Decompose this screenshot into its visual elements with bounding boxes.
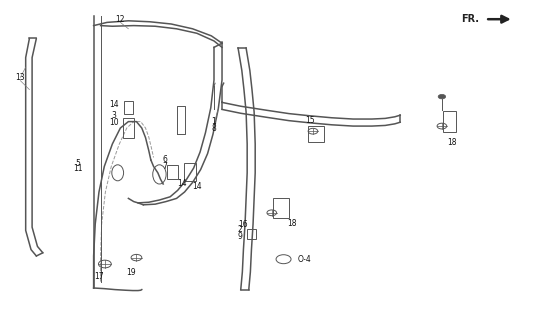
- Text: 15: 15: [305, 116, 315, 125]
- Text: 14: 14: [109, 100, 119, 109]
- Text: 14: 14: [177, 179, 187, 188]
- Text: 17: 17: [95, 272, 104, 281]
- Text: 5: 5: [75, 159, 80, 168]
- Text: 14: 14: [192, 182, 202, 191]
- Text: 10: 10: [109, 118, 119, 127]
- Text: 3: 3: [111, 111, 117, 120]
- Text: 19: 19: [126, 268, 135, 277]
- Text: 9: 9: [237, 232, 242, 241]
- Text: 1: 1: [212, 117, 216, 126]
- Bar: [443, 111, 456, 132]
- Text: 13: 13: [16, 73, 25, 82]
- Circle shape: [438, 94, 446, 99]
- Text: 2: 2: [238, 225, 242, 234]
- Bar: [247, 229, 256, 239]
- Text: 18: 18: [447, 138, 457, 147]
- Bar: [124, 101, 133, 114]
- Bar: [184, 163, 196, 181]
- Text: 7: 7: [162, 162, 167, 171]
- Text: 11: 11: [73, 164, 82, 173]
- Text: 6: 6: [162, 156, 167, 164]
- Text: 12: 12: [116, 15, 125, 24]
- Text: O-4: O-4: [298, 255, 312, 264]
- Bar: [308, 126, 324, 142]
- Bar: [167, 165, 178, 179]
- Bar: [273, 197, 289, 218]
- Text: 8: 8: [212, 124, 216, 133]
- Text: FR.: FR.: [461, 14, 479, 24]
- Bar: [123, 117, 134, 138]
- Text: 18: 18: [287, 219, 296, 228]
- Text: 16: 16: [239, 220, 248, 229]
